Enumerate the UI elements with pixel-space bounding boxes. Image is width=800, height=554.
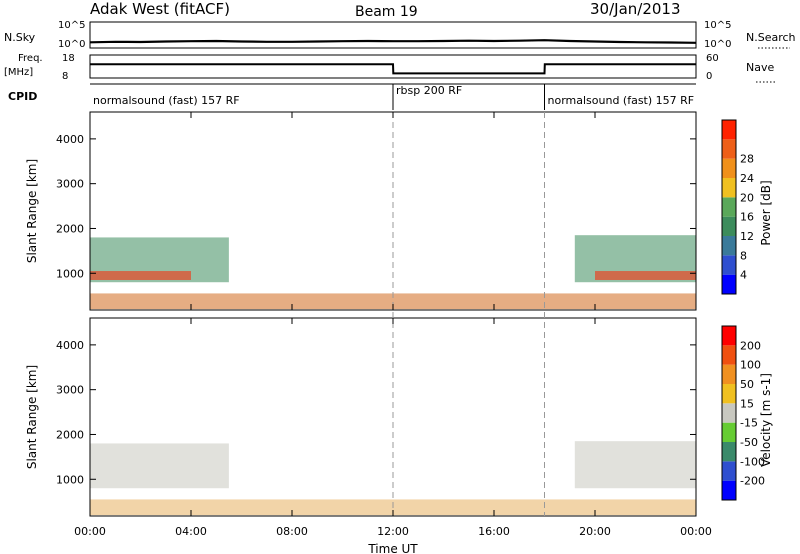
velocity-colorbar-tick-label: -15 xyxy=(740,417,758,430)
velocity-colorbar-cell xyxy=(722,480,736,500)
power-colorbar-cell xyxy=(722,197,736,217)
cpid-segment-label-2: rbsp 200 RF xyxy=(396,84,462,97)
date-label: 30/Jan/2013 xyxy=(590,0,681,18)
power-y-tick-label: 4000 xyxy=(56,133,84,146)
power-panel: 1000 2000 3000 4000 Slant Range [km] 4 8 12 16… xyxy=(25,111,773,311)
freq-left-tick-bottom: 8 xyxy=(62,71,68,82)
nsky-panel-frame xyxy=(89,21,697,49)
freq-series-line xyxy=(90,63,696,75)
velocity-panel: 1000 2000 3000 4000 Slant Range [km] 200 100… xyxy=(25,317,773,517)
cpid-label: CPID xyxy=(8,90,37,103)
freq-unit: [MHz] xyxy=(4,67,33,78)
power-colorbar-cell xyxy=(722,255,736,275)
nsky-left-tick-top: 10^5 xyxy=(58,20,85,31)
nsky-panel: N.Sky 10^5 10^0 10^5 10^0 N.Search xyxy=(4,20,796,50)
x-tick-label: 12:00 xyxy=(377,525,409,538)
nsearch-right-tick-top: 10^5 xyxy=(704,20,731,31)
power-colorbar-cell xyxy=(722,216,736,236)
beam-label: Beam 19 xyxy=(355,4,418,20)
x-tick-label: 16:00 xyxy=(478,525,510,538)
nsky-label: N.Sky xyxy=(4,31,36,44)
velocity-colorbar-tick-label: 200 xyxy=(740,339,761,352)
power-colorbar-tick-label: 24 xyxy=(740,172,754,185)
x-axis-label: Time UT xyxy=(367,542,418,554)
power-colorbar-cell xyxy=(722,120,736,140)
velocity-colorbar-cell xyxy=(722,461,736,481)
power-y-axis-label: Slant Range [km] xyxy=(25,159,39,263)
velocity-echo-band-1 xyxy=(90,443,229,489)
velocity-colorbar-frame xyxy=(721,325,737,501)
velocity-y-tick-label: 3000 xyxy=(56,384,84,397)
velocity-echo-band-2 xyxy=(574,441,696,489)
freq-panel-frame xyxy=(89,54,697,79)
nsky-left-tick-bottom: 10^0 xyxy=(58,39,85,50)
power-colorbar-cell xyxy=(722,178,736,198)
velocity-colorbar-cell xyxy=(722,384,736,404)
velocity-colorbar-cell xyxy=(722,345,736,365)
power-echo-band-4 xyxy=(595,271,696,280)
power-echo-band-2 xyxy=(90,271,191,280)
power-colorbar-tick-label: 12 xyxy=(740,230,754,243)
velocity-colorbar-tick-label: -100 xyxy=(740,455,765,468)
x-tick-label: 20:00 xyxy=(579,525,611,538)
velocity-colorbar-cell xyxy=(722,422,736,442)
x-tick-label: 00:00 xyxy=(74,525,106,538)
power-y-tick-label: 3000 xyxy=(56,178,84,191)
velocity-colorbar-tick-label: 15 xyxy=(740,397,754,410)
power-colorbar-cell xyxy=(722,236,736,256)
x-tick-label: 08:00 xyxy=(276,525,308,538)
nsearch-label: N.Search xyxy=(746,31,796,44)
nave-right-tick-top: 60 xyxy=(706,53,719,64)
velocity-colorbar-tick-label: 50 xyxy=(740,378,754,391)
velocity-colorbar-tick-label: 100 xyxy=(740,359,761,372)
power-colorbar-label: Power [dB] xyxy=(759,180,773,245)
velocity-colorbar-cell xyxy=(722,442,736,462)
time-x-axis: 00:00 04:00 08:00 12:00 16:00 20:00 00:00 xyxy=(74,112,712,538)
power-colorbar-cell xyxy=(722,139,736,159)
velocity-colorbar-tick-label: -200 xyxy=(740,475,765,488)
x-tick-label: 00:00 xyxy=(680,525,712,538)
velocity-colorbar: 200 100 50 15 -15 -50 -100 -200 xyxy=(721,325,765,501)
power-colorbar-tick-label: 4 xyxy=(740,269,747,282)
nave-right-tick-bottom: 0 xyxy=(706,71,712,82)
x-tick-label: 04:00 xyxy=(175,525,207,538)
velocity-y-tick-label: 2000 xyxy=(56,428,84,441)
power-colorbar-tick-label: 20 xyxy=(740,191,754,204)
velocity-colorbar-cell xyxy=(722,403,736,423)
velocity-y-tick-label: 1000 xyxy=(56,473,84,486)
velocity-y-axis: 1000 2000 3000 4000 xyxy=(56,339,696,486)
velocity-colorbar-tick-label: -50 xyxy=(740,436,758,449)
freq-left-tick-top: 18 xyxy=(62,53,75,64)
freq-panel: Freq. [MHz] 18 8 60 0 Nave xyxy=(4,53,776,83)
power-colorbar-cell xyxy=(722,274,736,294)
velocity-colorbar-cell xyxy=(722,364,736,384)
power-colorbar-tick-label: 28 xyxy=(740,153,754,166)
power-y-tick-label: 1000 xyxy=(56,267,84,280)
velocity-colorbar-cell xyxy=(722,326,736,346)
velocity-y-axis-label: Slant Range [km] xyxy=(25,365,39,469)
power-colorbar-cell xyxy=(722,158,736,178)
power-y-tick-label: 2000 xyxy=(56,222,84,235)
cpid-segment-label-1: normalsound (fast) 157 RF xyxy=(93,94,240,107)
power-colorbar-tick-label: 16 xyxy=(740,211,754,224)
power-colorbar: 4 8 12 16 20 24 28 xyxy=(721,119,754,295)
power-colorbar-tick-label: 8 xyxy=(740,249,747,262)
nave-label: Nave xyxy=(746,61,774,74)
velocity-y-tick-label: 4000 xyxy=(56,339,84,352)
power-colorbar-frame xyxy=(721,119,737,295)
power-y-axis: 1000 2000 3000 4000 xyxy=(56,133,696,280)
cpid-segment-label-3: normalsound (fast) 157 RF xyxy=(548,94,695,107)
velocity-colorbar-label: Velocity [m s-1] xyxy=(759,373,773,467)
nsky-series-line xyxy=(89,39,697,44)
nsearch-right-tick-bottom: 10^0 xyxy=(704,39,731,50)
cpid-row: CPID normalsound (fast) 157 RF rbsp 200 … xyxy=(8,83,696,110)
radar-title: Adak West (fitACF) xyxy=(90,0,230,18)
freq-label: Freq. xyxy=(18,53,43,64)
